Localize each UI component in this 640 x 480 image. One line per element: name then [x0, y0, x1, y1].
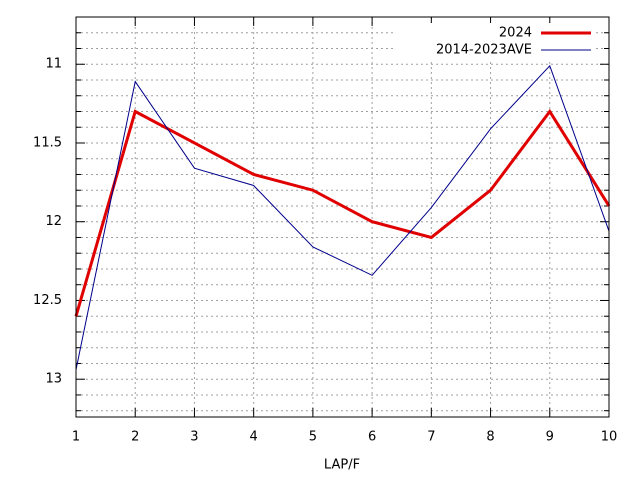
- y-tick-label: 12.5: [33, 293, 62, 308]
- legend-label: 2014-2023AVE: [436, 43, 532, 58]
- legend-box: [396, 23, 596, 61]
- x-axis-label: LAP/F: [324, 458, 360, 473]
- x-tick-label: 3: [190, 430, 198, 445]
- x-tick-label: 8: [486, 430, 494, 445]
- x-tick-label: 5: [309, 430, 317, 445]
- y-tick-label: 11.5: [33, 135, 62, 150]
- x-tick-label: 6: [368, 430, 376, 445]
- legend-label: 2024: [499, 26, 532, 41]
- x-tick-label: 1: [72, 430, 80, 445]
- y-tick-label: 13: [45, 372, 62, 387]
- series-line: [75, 64, 610, 370]
- x-tick-label: 9: [546, 430, 554, 445]
- x-tick-label: 4: [250, 430, 258, 445]
- x-tick-label: 10: [601, 430, 618, 445]
- x-tick-label: 2: [131, 430, 139, 445]
- y-tick-label: 12: [45, 214, 62, 229]
- series-line: [74, 108, 611, 317]
- y-tick-label: 11: [45, 57, 62, 72]
- plot-frame: [75, 16, 610, 418]
- x-tick-label: 7: [427, 430, 435, 445]
